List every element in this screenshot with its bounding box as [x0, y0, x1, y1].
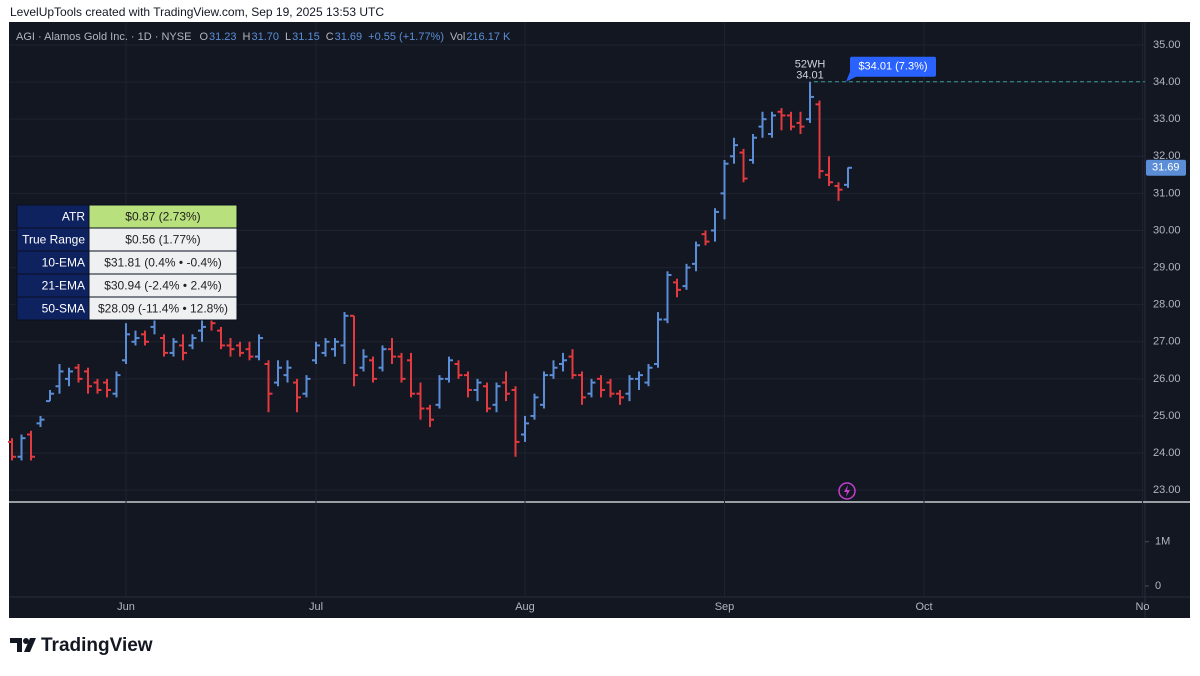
table-value: $28.09 (-11.4% • 12.8%)	[98, 302, 228, 316]
last-price-box	[1146, 159, 1186, 176]
y-tick-label: 29.00	[1153, 261, 1181, 273]
ohlc-key: C	[326, 31, 334, 43]
table-value: $30.94 (-2.4% • 2.4%)	[104, 279, 222, 293]
y-tick-label: 28.00	[1153, 299, 1181, 311]
x-tick-label: Sep	[715, 601, 735, 613]
volume-tick-label: 0	[1155, 580, 1161, 592]
logo-slash	[24, 638, 36, 652]
y-tick-label: 26.00	[1153, 373, 1181, 385]
table-label: True Range	[22, 233, 85, 247]
logo-mark	[10, 638, 22, 652]
table-label: 21-EMA	[42, 279, 85, 293]
high-callout: $34.01 (7.3%)	[858, 61, 927, 73]
table-value-cell	[88, 296, 238, 321]
last-price: 31.69	[1152, 162, 1180, 174]
x-tick-label: Jun	[117, 601, 135, 613]
high-value: 34.01	[796, 70, 824, 82]
symbol: AGI · Alamos Gold Inc. · 1D · NYSE	[16, 31, 191, 43]
x-tick-label: Aug	[515, 601, 535, 613]
high-tag: 52WH	[795, 59, 826, 71]
table-value: $0.87 (2.73%)	[125, 210, 200, 224]
high-callout-box	[850, 56, 936, 77]
high-callout-pointer	[846, 71, 856, 82]
ohlc-key: O	[199, 31, 208, 43]
indicator-table: ATR $0.87 (2.73%) True Range $0.56 (1.77%) 1…	[16, 204, 238, 321]
volume-tick-label: 1M	[1155, 536, 1170, 548]
footer-logo	[10, 638, 36, 652]
grid: 23.00 24.00 25.00 26.00 27.00 28.00 29.00 30.00…	[9, 22, 1181, 613]
y-tick-label: 31.00	[1153, 187, 1181, 199]
y-tick-label: 24.00	[1153, 447, 1181, 459]
event-icon[interactable]	[838, 482, 856, 500]
ohlc-value: 31.69	[335, 31, 363, 43]
event-bolt	[844, 485, 850, 497]
table-label: 50-SMA	[42, 302, 85, 316]
y-tick-label: 33.00	[1153, 113, 1181, 125]
ohlc-key: H	[243, 31, 251, 43]
ohlc-value: 31.70	[252, 31, 280, 43]
y-tick-label: 30.00	[1153, 224, 1181, 236]
brand: TradingView	[41, 635, 153, 656]
table-value: $31.81 (0.4% • -0.4%)	[104, 256, 222, 270]
credit: LevelUpTools created with TradingView.co…	[10, 5, 384, 19]
y-tick-label: 34.00	[1153, 76, 1181, 88]
change: +0.55 (+1.77%)	[368, 31, 444, 43]
table-value: $0.56 (1.77%)	[125, 233, 200, 247]
logo-dot	[23, 638, 29, 644]
y-tick-label: 23.00	[1153, 484, 1181, 496]
y-tick-label: 35.00	[1153, 39, 1181, 51]
ohlc-value: 31.23	[209, 31, 237, 43]
y-tick-label: 27.00	[1153, 336, 1181, 348]
volume-value: 216.17 K	[466, 31, 511, 43]
table-label: ATR	[62, 210, 85, 224]
volume-key: Vol	[450, 31, 465, 43]
x-tick-label: No	[1135, 601, 1149, 613]
x-tick-label: Oct	[915, 601, 932, 613]
legend: AGI · Alamos Gold Inc. · 1D · NYSE O 31.2…	[16, 31, 511, 43]
x-tick-label: Jul	[309, 601, 323, 613]
ohlc-value: 31.15	[292, 31, 320, 43]
y-tick-label: 32.00	[1153, 150, 1181, 162]
y-tick-label: 25.00	[1153, 410, 1181, 422]
ohlc-key: L	[285, 31, 291, 43]
table-label: 10-EMA	[42, 256, 85, 270]
